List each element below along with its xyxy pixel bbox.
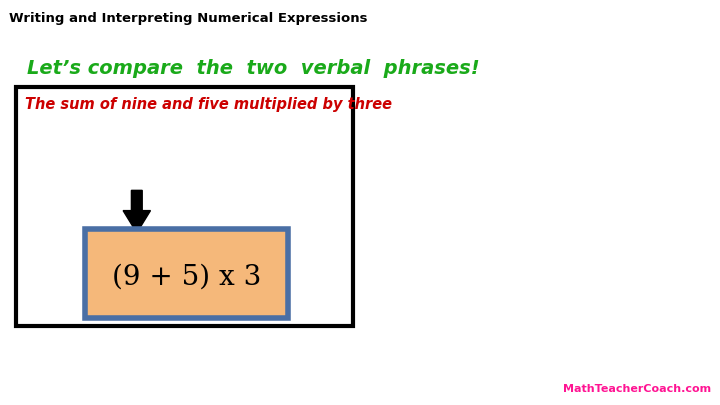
Text: Let’s compare  the  two  verbal  phrases!: Let’s compare the two verbal phrases! [27,59,480,78]
Text: (9 + 5) x 3: (9 + 5) x 3 [112,264,261,291]
Text: MathTeacherCoach.com: MathTeacherCoach.com [563,384,711,394]
Text: Writing and Interpreting Numerical Expressions: Writing and Interpreting Numerical Expre… [9,12,367,25]
Text: The sum of nine and five multiplied by three: The sum of nine and five multiplied by t… [25,97,392,112]
